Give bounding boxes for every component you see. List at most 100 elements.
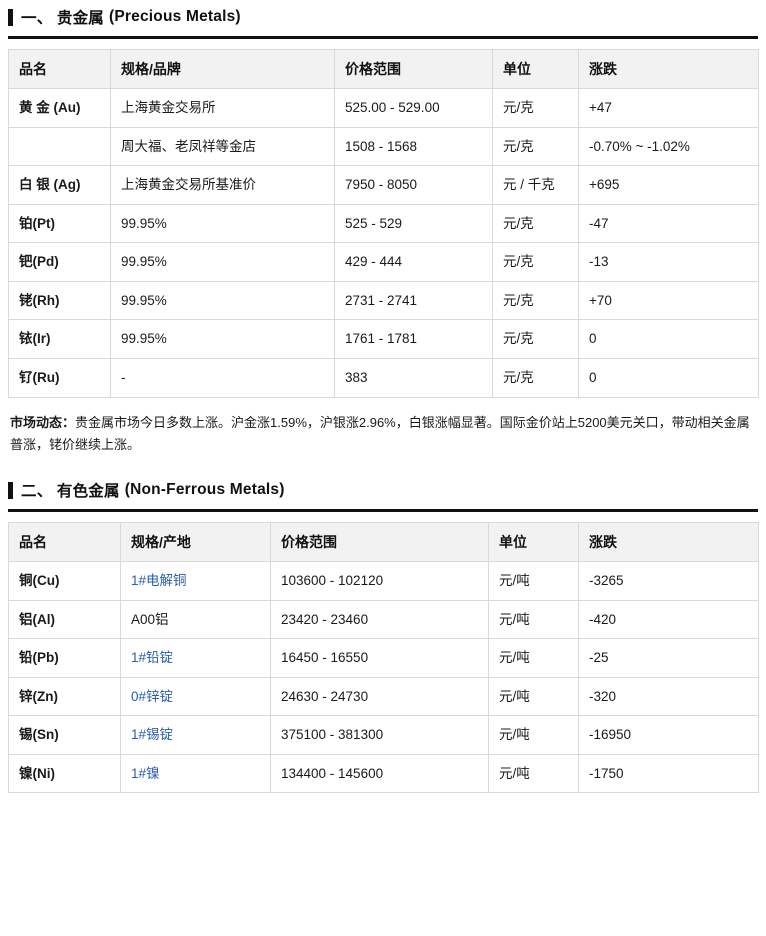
cell-unit: 元/吨: [488, 676, 579, 717]
table-row: 钌(Ru) - 383 元/克 0: [8, 357, 759, 398]
precious-metals-table: 品名 规格/品牌 价格范围 单位 涨跌 黄 金 (Au) 上海黄金交易所 525…: [8, 49, 759, 398]
section-heading-cn: 一、 贵金属: [21, 10, 105, 27]
cell-range: 525 - 529: [334, 203, 493, 244]
col-header-spec: 规格/品牌: [110, 49, 335, 89]
col-header-range: 价格范围: [270, 522, 489, 562]
cell-change: +695: [578, 165, 759, 205]
section-heading-non-ferrous-metals: 二、 有色金属 (Non-Ferrous Metals): [8, 473, 758, 512]
cell-range: 1508 - 1568: [334, 126, 493, 167]
cell-range: 1761 - 1781: [334, 319, 493, 359]
cell-range: 16450 - 16550: [270, 638, 489, 678]
cell-spec: 99.95%: [110, 319, 335, 359]
cell-unit: 元/吨: [488, 638, 579, 678]
market-note-text: 贵金属市场今日多数上涨。沪金涨1.59%，沪银涨2.96%，白银涨幅显著。国际金…: [10, 414, 750, 453]
table-row: 锡(Sn) 1#锡锭 375100 - 381300 元/吨 -16950: [8, 715, 759, 755]
section-heading-cn: 二、 有色金属: [21, 483, 120, 500]
col-header-unit: 单位: [488, 522, 579, 562]
cell-change: -0.70% ~ -1.02%: [578, 126, 759, 167]
table-header-row: 品名 规格/产地 价格范围 单位 涨跌: [8, 522, 759, 562]
cell-name: 铝(Al): [8, 599, 121, 640]
cell-spec: 0#锌锭: [120, 676, 271, 717]
section-heading-precious-metals: 一、 贵金属 (Precious Metals): [8, 0, 758, 39]
cell-change: -25: [578, 638, 759, 678]
cell-change: -1750: [578, 753, 759, 794]
cell-range: 383: [334, 357, 493, 398]
cell-name: 钌(Ru): [8, 357, 111, 398]
cell-unit: 元/克: [492, 88, 579, 128]
col-header-name: 品名: [8, 49, 111, 89]
col-header-range: 价格范围: [334, 49, 493, 89]
table-row: 镍(Ni) 1#镍 134400 - 145600 元/吨 -1750: [8, 753, 759, 794]
cell-change: 0: [578, 319, 759, 359]
cell-name: 黄 金 (Au): [8, 88, 111, 128]
table-row: 锌(Zn) 0#锌锭 24630 - 24730 元/吨 -320: [8, 676, 759, 717]
cell-spec: 上海黄金交易所: [110, 88, 335, 128]
col-header-spec: 规格/产地: [120, 522, 271, 562]
table-row: 铝(Al) A00铝 23420 - 23460 元/吨 -420: [8, 599, 759, 640]
table-row: 铱(Ir) 99.95% 1761 - 1781 元/克 0: [8, 319, 759, 359]
cell-unit: 元/吨: [488, 599, 579, 640]
cell-name: 钯(Pd): [8, 242, 111, 282]
cell-spec: 周大福、老凤祥等金店: [110, 126, 335, 167]
cell-change: -47: [578, 203, 759, 244]
cell-name: [8, 126, 111, 167]
col-header-change: 涨跌: [578, 49, 759, 89]
cell-spec: 99.95%: [110, 280, 335, 321]
non-ferrous-metals-table: 品名 规格/产地 价格范围 单位 涨跌 铜(Cu) 1#电解铜 103600 -…: [8, 522, 759, 794]
cell-name: 锡(Sn): [8, 715, 121, 755]
cell-unit: 元/克: [492, 126, 579, 167]
cell-unit: 元/吨: [488, 753, 579, 794]
cell-change: -13: [578, 242, 759, 282]
cell-range: 2731 - 2741: [334, 280, 493, 321]
cell-spec: 1#电解铜: [120, 561, 271, 601]
cell-unit: 元/吨: [488, 715, 579, 755]
cell-spec: 1#铅锭: [120, 638, 271, 678]
cell-range: 429 - 444: [334, 242, 493, 282]
section-heading-en: (Non-Ferrous Metals): [124, 481, 285, 498]
cell-change: -420: [578, 599, 759, 640]
cell-name: 铑(Rh): [8, 280, 111, 321]
cell-name: 锌(Zn): [8, 676, 121, 717]
cell-change: +70: [578, 280, 759, 321]
cell-unit: 元/吨: [488, 561, 579, 601]
table-row: 黄 金 (Au) 上海黄金交易所 525.00 - 529.00 元/克 +47: [8, 88, 759, 128]
cell-spec: 1#镍: [120, 753, 271, 794]
table-row: 周大福、老凤祥等金店 1508 - 1568 元/克 -0.70% ~ -1.0…: [8, 126, 759, 167]
table-row: 铂(Pt) 99.95% 525 - 529 元/克 -47: [8, 203, 759, 244]
cell-range: 23420 - 23460: [270, 599, 489, 640]
cell-spec: 1#锡锭: [120, 715, 271, 755]
cell-spec: -: [110, 357, 335, 398]
table-row: 白 银 (Ag) 上海黄金交易所基准价 7950 - 8050 元 / 千克 +…: [8, 165, 759, 205]
table-row: 铅(Pb) 1#铅锭 16450 - 16550 元/吨 -25: [8, 638, 759, 678]
cell-spec: A00铝: [120, 599, 271, 640]
section-heading-en: (Precious Metals): [109, 8, 241, 25]
table-header-row: 品名 规格/品牌 价格范围 单位 涨跌: [8, 49, 759, 89]
cell-spec: 99.95%: [110, 203, 335, 244]
table-row: 铜(Cu) 1#电解铜 103600 - 102120 元/吨 -3265: [8, 561, 759, 601]
cell-unit: 元 / 千克: [492, 165, 579, 205]
cell-name: 镍(Ni): [8, 753, 121, 794]
cell-range: 7950 - 8050: [334, 165, 493, 205]
cell-name: 铱(Ir): [8, 319, 111, 359]
col-header-change: 涨跌: [578, 522, 759, 562]
cell-name: 铂(Pt): [8, 203, 111, 244]
heading-bar-icon: [8, 8, 13, 26]
cell-range: 375100 - 381300: [270, 715, 489, 755]
cell-range: 525.00 - 529.00: [334, 88, 493, 128]
market-note-label: 市场动态：: [10, 414, 76, 430]
cell-change: -320: [578, 676, 759, 717]
cell-unit: 元/克: [492, 357, 579, 398]
table-row: 钯(Pd) 99.95% 429 - 444 元/克 -13: [8, 242, 759, 282]
cell-spec: 99.95%: [110, 242, 335, 282]
cell-name: 白 银 (Ag): [8, 165, 111, 205]
market-note: 市场动态：贵金属市场今日多数上涨。沪金涨1.59%，沪银涨2.96%，白银涨幅显…: [8, 398, 758, 474]
cell-change: +47: [578, 88, 759, 128]
heading-bar-icon: [8, 481, 13, 499]
cell-change: -16950: [578, 715, 759, 755]
cell-unit: 元/克: [492, 319, 579, 359]
cell-range: 134400 - 145600: [270, 753, 489, 794]
cell-change: 0: [578, 357, 759, 398]
cell-unit: 元/克: [492, 203, 579, 244]
cell-range: 24630 - 24730: [270, 676, 489, 717]
cell-unit: 元/克: [492, 280, 579, 321]
